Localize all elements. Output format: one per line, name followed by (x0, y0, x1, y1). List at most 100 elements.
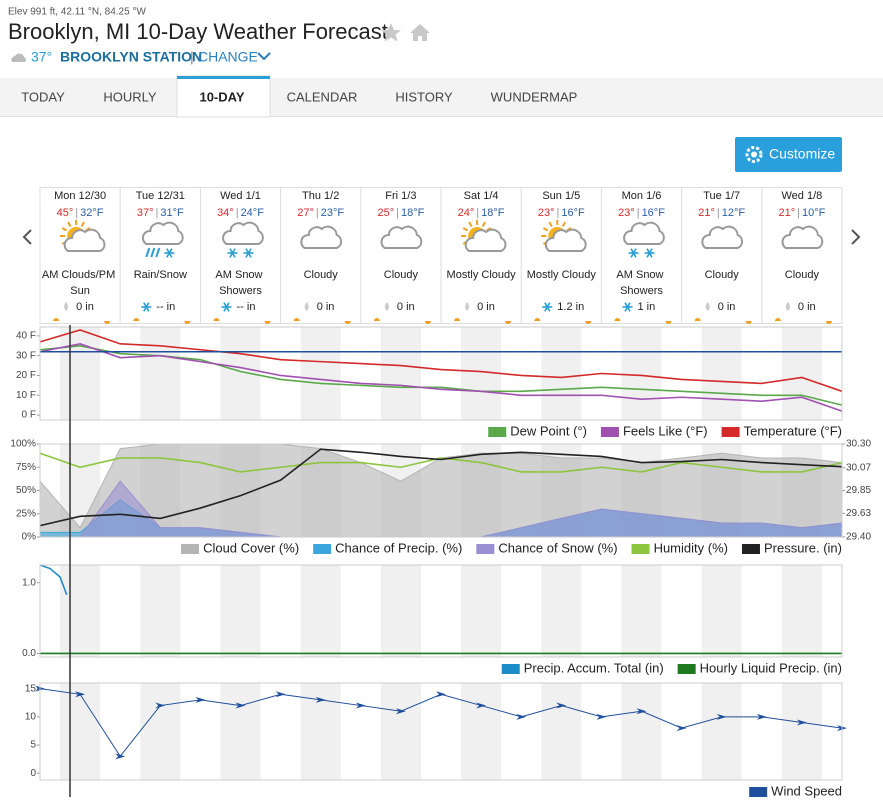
hi-lo-separator: | (476, 207, 479, 219)
current-temp: 37° (31, 49, 52, 65)
low-temp: 31°F (160, 207, 184, 219)
hi-lo: 21° | 12°F (698, 207, 745, 219)
hi-lo: 23° | 16°F (538, 207, 585, 219)
wind-marker (275, 691, 286, 698)
snowflake (166, 248, 173, 258)
legend-label: Chance of Snow (%) (498, 540, 617, 555)
cloud-icon (300, 225, 343, 249)
condition: Cloudy (304, 269, 339, 281)
tab[interactable]: TODAY (21, 89, 65, 104)
wind-marker (436, 691, 446, 698)
sun-ray (542, 227, 549, 232)
night-shade (621, 327, 662, 420)
cloud-icon (11, 53, 26, 62)
customize-label[interactable]: Customize (769, 146, 835, 162)
night-shade (140, 683, 181, 780)
day-strip (39, 187, 843, 324)
precip-drop (785, 302, 790, 311)
day-date: Tue 1/7 (703, 190, 740, 202)
snowflake (223, 302, 230, 312)
customize-button[interactable] (735, 137, 842, 172)
day-date: Sat 1/4 (464, 190, 499, 202)
condition: Mostly Cloudy (527, 269, 597, 281)
favorite-star[interactable] (381, 23, 401, 42)
active-tab (176, 75, 271, 118)
change-link[interactable]: CHANGE (198, 49, 258, 65)
legend-swatch (749, 787, 768, 797)
elevation: Elev 991 ft, 42.11 °N, 84.25 °W (8, 7, 146, 18)
moon-marker (665, 321, 672, 324)
wind-marker (235, 702, 246, 709)
tab[interactable]: HOURLY (103, 89, 157, 104)
sun-marker (133, 318, 140, 321)
day-date: Thu 1/2 (302, 190, 339, 202)
y-tick-label: 20 F (16, 370, 36, 381)
moon-marker (184, 321, 191, 324)
night-shade (60, 683, 101, 780)
sun-ray (481, 221, 486, 227)
hi-lo-separator: | (156, 207, 159, 219)
cloud-icon (781, 225, 824, 249)
wind-marker (796, 719, 807, 726)
precip: 0 in (798, 301, 816, 313)
condition: Mostly Cloudy (447, 269, 517, 281)
hi-lo: 27° | 23°F (297, 207, 344, 219)
chevron[interactable] (257, 52, 271, 61)
legend-label: Pressure. (in) (764, 540, 842, 555)
night-shade (300, 565, 341, 657)
night-shade (380, 565, 421, 657)
moon-marker (505, 321, 512, 324)
night-shade (60, 327, 101, 420)
wind-marker (516, 713, 527, 720)
tab[interactable]: WUNDERMAP (491, 89, 578, 104)
cloud-icon (544, 228, 587, 252)
y-tick-label: 30 F (16, 350, 36, 361)
next-arrow[interactable] (851, 229, 861, 245)
cloud-icon (701, 225, 744, 249)
tab[interactable]: CALENDAR (287, 89, 358, 104)
condition: AM Snow Showers (616, 269, 666, 297)
condition: Cloudy (384, 269, 419, 281)
active-tab-bar (177, 76, 270, 79)
tab[interactable]: HISTORY (395, 89, 453, 104)
y-tick-label: 0 F (22, 410, 36, 421)
y-tick-label: 25% (16, 508, 36, 519)
moon-marker (344, 321, 351, 324)
tab[interactable]: 10-DAY (199, 89, 244, 104)
day-date: Sun 1/5 (542, 190, 580, 202)
snowflake (630, 248, 637, 258)
hi-lo-separator: | (717, 207, 720, 219)
night-shade (220, 565, 261, 657)
line (39, 448, 843, 527)
hi-lo: 21° | 10°F (778, 207, 825, 219)
precip: 1 in (638, 301, 656, 313)
low-temp: 24°F (241, 207, 265, 219)
sun-marker (454, 318, 461, 321)
station[interactable]: BROOKLYN STATION (60, 49, 202, 65)
rain-drop (145, 247, 151, 258)
legend-swatch (181, 544, 200, 554)
y2-tick-label: 30.07 (846, 462, 871, 473)
precip-drop (384, 302, 389, 311)
day-date: Mon 12/30 (54, 190, 106, 202)
legend-label: Hourly Liquid Precip. (in) (700, 660, 842, 675)
prev-arrow[interactable] (22, 229, 32, 245)
high-temp: 27° (297, 207, 314, 219)
home-icon[interactable] (410, 24, 430, 41)
condition: AM Snow Showers (215, 269, 265, 297)
legend-swatch (741, 544, 760, 554)
legend-swatch (600, 427, 619, 437)
precip: 1.2 in (557, 301, 584, 313)
night-shade (621, 565, 662, 657)
high-temp: 21° (778, 207, 795, 219)
wind-marker (395, 708, 406, 715)
hi-lo-separator: | (797, 207, 800, 219)
precip: 0 in (718, 301, 736, 313)
legend-label: Precip. Accum. Total (in) (524, 660, 664, 675)
hi-lo-separator: | (236, 207, 239, 219)
wind-marker (155, 702, 166, 709)
night-shade (300, 327, 341, 420)
cloud-icon (141, 221, 184, 245)
legend-swatch (488, 427, 507, 437)
